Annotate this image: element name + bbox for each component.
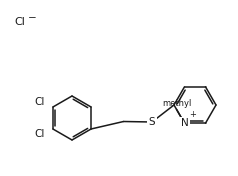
Text: −: − [28, 13, 37, 23]
Text: methyl: methyl [162, 99, 191, 108]
Text: Cl: Cl [34, 129, 44, 139]
Text: Cl: Cl [14, 17, 25, 27]
Text: Cl: Cl [34, 97, 44, 107]
Text: +: + [189, 110, 196, 119]
Text: S: S [149, 117, 155, 127]
Text: N: N [181, 118, 188, 128]
